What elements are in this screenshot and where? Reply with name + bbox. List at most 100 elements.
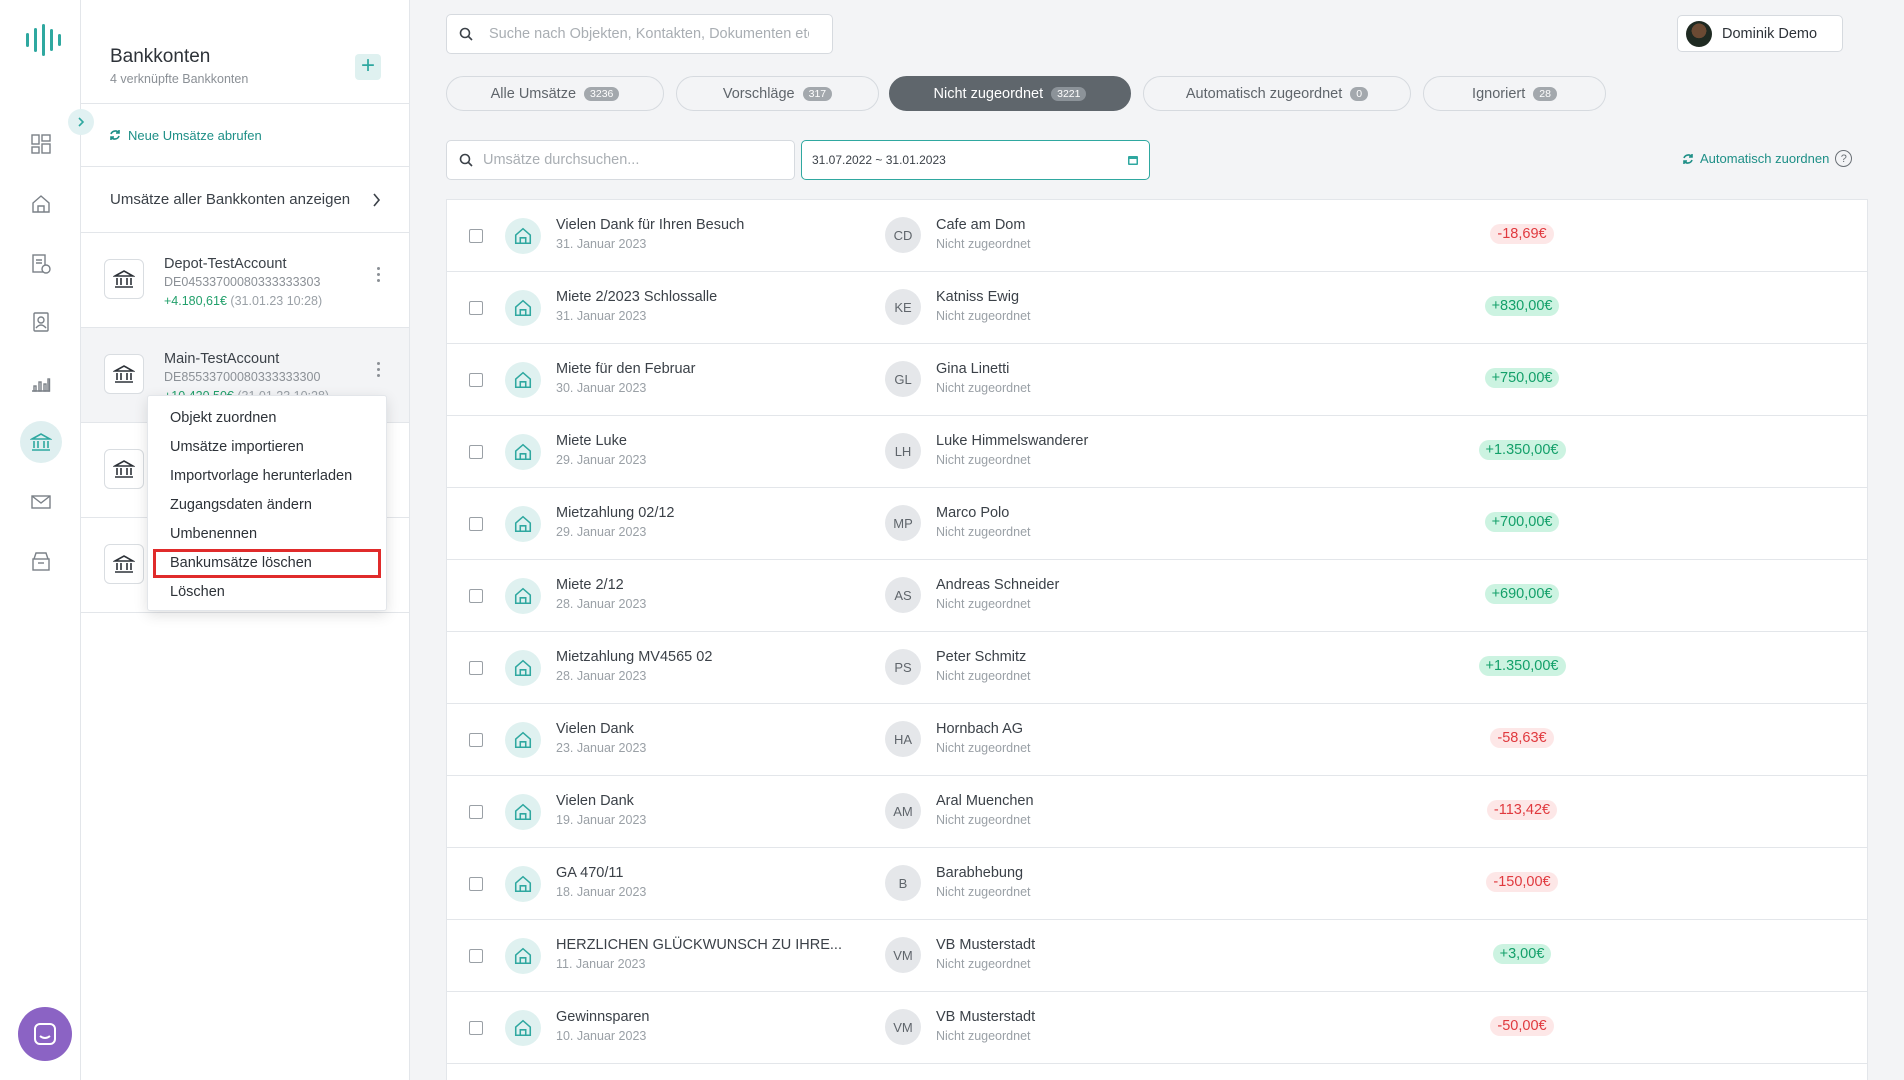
archive-icon bbox=[32, 552, 50, 571]
bank-account-item[interactable]: Depot-TestAccount DE04533700080333333303 +… bbox=[81, 233, 409, 328]
chat-icon bbox=[34, 1023, 56, 1045]
fetch-transactions-button[interactable]: Neue Umsätze abrufen bbox=[81, 104, 409, 167]
row-checkbox[interactable] bbox=[469, 373, 483, 387]
transaction-description: Vielen Dank bbox=[556, 721, 634, 737]
bank-icon bbox=[113, 460, 135, 478]
contact-initials-avatar: MP bbox=[885, 505, 921, 541]
refresh-icon bbox=[110, 130, 120, 140]
table-row[interactable]: HERZLICHEN GLÜCKWUNSCH ZU IHRE... 11. Jan… bbox=[447, 920, 1867, 992]
assignment-status: Nicht zugeordnet bbox=[936, 741, 1031, 755]
table-row[interactable]: Vielen Dank für Ihren Besuch 31. Januar 2… bbox=[447, 200, 1867, 272]
table-row[interactable]: Vielen Dank 19. Januar 2023 AM Aral Muenche… bbox=[447, 776, 1867, 848]
amount-badge: -50,00€ bbox=[1490, 1016, 1554, 1036]
filter-tab[interactable]: Nicht zugeordnet 3221 bbox=[889, 76, 1131, 111]
table-row[interactable]: Gewinnsparen 10. Januar 2023 VM VB Musterst… bbox=[447, 992, 1867, 1064]
row-checkbox[interactable] bbox=[469, 949, 483, 963]
transaction-date: 28. Januar 2023 bbox=[556, 597, 647, 611]
add-bank-account-button[interactable]: + bbox=[355, 54, 381, 80]
auto-assign-button[interactable]: Automatisch zuordnen ? bbox=[1682, 150, 1853, 167]
nav-documents[interactable] bbox=[20, 243, 62, 285]
nav-bank[interactable] bbox=[20, 421, 62, 463]
chart-icon bbox=[32, 378, 51, 392]
show-all-accounts-link[interactable]: Umsätze aller Bankkonten anzeigen bbox=[81, 167, 409, 233]
global-search-input[interactable] bbox=[489, 26, 809, 42]
more-options-icon[interactable] bbox=[377, 267, 380, 282]
table-row[interactable]: Mietzahlung MV4565 02 28. Januar 2023 PS Pe… bbox=[447, 632, 1867, 704]
app-logo[interactable] bbox=[26, 24, 61, 56]
transaction-date: 31. Januar 2023 bbox=[556, 309, 647, 323]
table-row[interactable]: GA 470/11 18. Januar 2023 B Barabhebung Nich… bbox=[447, 848, 1867, 920]
context-menu-item[interactable]: Zugangsdaten ändern bbox=[170, 497, 312, 513]
row-checkbox[interactable] bbox=[469, 517, 483, 531]
amount-badge: -150,00€ bbox=[1486, 872, 1558, 892]
transaction-search-input[interactable] bbox=[483, 152, 773, 168]
context-menu-item[interactable]: Umsätze importieren bbox=[170, 439, 304, 455]
assignment-status: Nicht zugeordnet bbox=[936, 885, 1031, 899]
transaction-date: 11. Januar 2023 bbox=[556, 957, 646, 971]
home-icon bbox=[514, 947, 532, 965]
row-checkbox[interactable] bbox=[469, 589, 483, 603]
contact-name: Peter Schmitz bbox=[936, 649, 1027, 665]
home-icon bbox=[514, 443, 532, 461]
nav-messages[interactable] bbox=[20, 481, 62, 523]
row-checkbox[interactable] bbox=[469, 229, 483, 243]
row-checkbox[interactable] bbox=[469, 877, 483, 891]
dashboard-icon bbox=[31, 134, 51, 154]
nav-properties[interactable] bbox=[20, 183, 62, 225]
transaction-description: Mietzahlung MV4565 02 bbox=[556, 649, 713, 665]
row-checkbox[interactable] bbox=[469, 805, 483, 819]
row-checkbox[interactable] bbox=[469, 661, 483, 675]
table-row[interactable]: Mietzahlung 02/12 29. Januar 2023 MP Marco … bbox=[447, 488, 1867, 560]
filter-tab[interactable]: Automatisch zugeordnet 0 bbox=[1143, 76, 1411, 111]
tab-label: Vorschläge bbox=[722, 85, 795, 102]
context-menu-item[interactable]: Importvorlage herunterladen bbox=[170, 468, 353, 484]
date-range-picker[interactable]: 31.07.2022 ~ 31.01.2023 bbox=[801, 140, 1150, 180]
document-euro-icon bbox=[32, 254, 51, 274]
context-menu-item[interactable]: Umbenennen bbox=[170, 526, 258, 542]
table-row[interactable]: Miete für den Februar 30. Januar 2023 GL Gi… bbox=[447, 344, 1867, 416]
calendar-icon bbox=[1128, 156, 1138, 165]
table-row[interactable]: Vielen Dank 23. Januar 2023 HA Hornbach AG N… bbox=[447, 704, 1867, 776]
row-checkbox[interactable] bbox=[469, 733, 483, 747]
nav-reports[interactable] bbox=[20, 362, 62, 404]
assignment-status: Nicht zugeordnet bbox=[936, 309, 1031, 323]
bank-account-logo bbox=[104, 354, 144, 394]
more-options-icon[interactable] bbox=[377, 362, 380, 377]
table-row[interactable]: Miete 2/2023 Schlossalle 31. Januar 2023 K… bbox=[447, 272, 1867, 344]
assignment-status: Nicht zugeordnet bbox=[936, 381, 1031, 395]
context-menu-item[interactable]: Bankumsätze löschen bbox=[153, 549, 381, 578]
avatar bbox=[1686, 20, 1712, 47]
bank-account-name: Depot-TestAccount bbox=[164, 256, 287, 272]
contact-initials-avatar: B bbox=[885, 865, 921, 901]
nav-archive[interactable] bbox=[20, 540, 62, 582]
nav-contacts[interactable] bbox=[20, 301, 62, 343]
contact-name: Cafe am Dom bbox=[936, 217, 1026, 233]
tab-count-badge: 28 bbox=[1533, 86, 1557, 101]
amount-badge: -58,63€ bbox=[1490, 728, 1554, 748]
contact-name: VB Musterstadt bbox=[936, 1009, 1036, 1025]
filter-tab[interactable]: Ignoriert 28 bbox=[1423, 76, 1606, 111]
global-search[interactable] bbox=[446, 14, 833, 54]
chat-launcher[interactable] bbox=[18, 1007, 72, 1061]
contact-name: Hornbach AG bbox=[936, 721, 1024, 737]
user-menu-button[interactable]: Dominik Demo bbox=[1677, 15, 1843, 52]
amount-badge: +3,00€ bbox=[1492, 944, 1552, 964]
table-row[interactable]: Miete 2/12 28. Januar 2023 AS Andreas Schne… bbox=[447, 560, 1867, 632]
assignment-status: Nicht zugeordnet bbox=[936, 669, 1031, 683]
row-checkbox[interactable] bbox=[469, 301, 483, 315]
context-menu-item[interactable]: Löschen bbox=[170, 584, 225, 600]
help-icon[interactable]: ? bbox=[1835, 150, 1853, 167]
row-checkbox[interactable] bbox=[469, 1021, 483, 1035]
transaction-description: Miete Luke bbox=[556, 433, 627, 449]
table-row[interactable]: Miete Luke 29. Januar 2023 LH Luke Himmelsw… bbox=[447, 416, 1867, 488]
row-checkbox[interactable] bbox=[469, 445, 483, 459]
amount-badge: -113,42€ bbox=[1486, 800, 1558, 820]
main-content: Dominik Demo Alle Umsätze 3236 Vorschläge 3… bbox=[410, 0, 1904, 1080]
date-range-value: 31.07.2022 ~ 31.01.2023 bbox=[812, 153, 946, 167]
transaction-search[interactable] bbox=[446, 140, 795, 180]
collapse-sidebar-button[interactable] bbox=[68, 109, 94, 135]
context-menu-item[interactable]: Objekt zuordnen bbox=[170, 410, 277, 426]
nav-dashboard[interactable] bbox=[20, 123, 62, 165]
filter-tab[interactable]: Alle Umsätze 3236 bbox=[446, 76, 664, 111]
filter-tab[interactable]: Vorschläge 317 bbox=[676, 76, 879, 111]
